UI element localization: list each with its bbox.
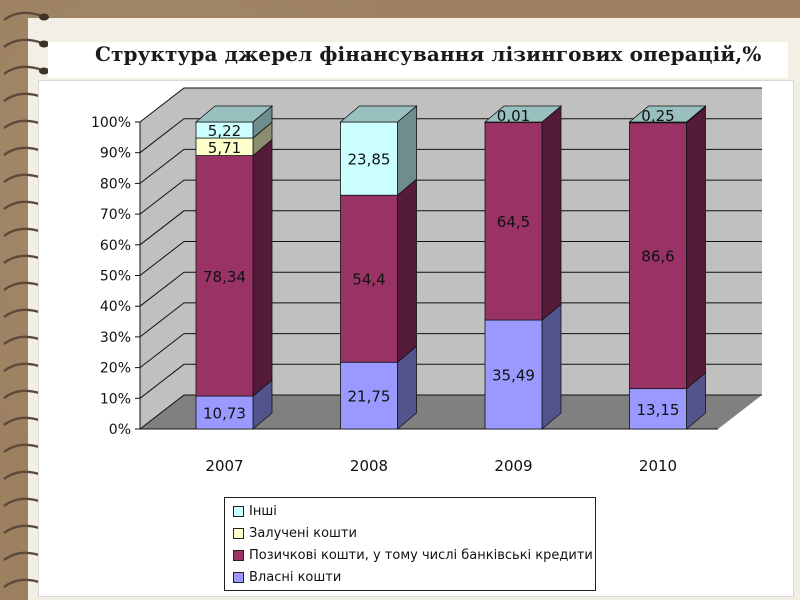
bar-segment [629,122,687,390]
y-tick-label: 80% [100,176,131,192]
y-tick-label: 30% [100,330,131,346]
y-tick-label: 20% [100,361,131,377]
gridline [139,302,762,338]
binding-ring [3,65,43,75]
data-label: 54,4 [352,271,385,289]
slide-title: Структура джерел фінансування лізингових… [95,42,762,66]
bar-side [541,303,562,430]
binding-ring [3,38,43,48]
data-label: 0,01 [497,107,530,125]
legend-item: Інші [233,502,277,520]
gridline [139,394,762,430]
data-label: 5,71 [208,139,241,157]
bar-segment [195,155,254,397]
title-bar [48,42,788,78]
bar-top [339,105,418,123]
y-tick-label: 90% [100,146,131,162]
bar-segment [340,194,398,363]
y-tick-label: 50% [100,269,131,285]
data-label: 23,85 [348,151,391,169]
x-tick-label: 2007 [205,457,243,475]
legend-label: Залучені кошти [249,525,357,541]
legend-item: Залучені кошти [233,524,357,542]
bar-top [628,105,707,123]
gridline [139,118,762,154]
data-label: 35,49 [492,367,535,385]
x-tick-label: 2008 [350,457,388,475]
data-label: 78,34 [203,268,246,286]
legend-swatch [233,505,244,517]
gridline [139,241,762,276]
chart-legend: Інші Залучені кошти Позичкові кошти, у том… [224,497,596,591]
data-label: 13,15 [637,401,680,419]
gridline [139,148,762,184]
gridline [139,179,762,215]
legend-swatch [233,527,244,539]
y-tick-label: 40% [100,299,131,315]
bar-segment [340,121,398,196]
gridline [139,87,762,123]
bar-side [252,138,273,397]
gridline [139,210,762,246]
data-label: 0,25 [641,107,674,125]
binding-hole [39,67,49,75]
data-label: 86,6 [641,248,674,266]
bar-segment [484,319,543,430]
x-tick-label: 2010 [639,457,677,475]
legend-label: Позичкові кошти, у тому числі банківські… [249,547,593,563]
binding-hole [39,40,49,48]
data-label: 5,22 [208,122,241,140]
legend-label: Інші [249,503,277,519]
legend-label: Власні кошти [249,569,342,585]
bar-side [686,105,706,390]
legend-item: Позичкові кошти, у тому числі банківські… [233,546,593,564]
data-label: 64,5 [497,213,530,231]
bar-top [483,105,563,123]
y-tick-label: 70% [100,207,131,223]
binding-hole [39,13,49,21]
x-tick-label: 2009 [494,457,532,475]
gridline [139,363,762,399]
data-label: 10,73 [203,405,246,423]
y-tick-label: 60% [100,238,131,254]
bar-segment [195,395,254,430]
legend-swatch [233,571,244,583]
gridline [139,333,762,368]
bar-side [397,178,417,364]
bar-segment [484,121,543,321]
bar-segment [629,388,687,430]
bar-top [194,105,274,123]
floor [140,395,762,429]
gridline [139,271,762,307]
y-tick-label: 10% [100,391,131,407]
legend-item: Власні кошти [233,568,341,586]
y-tick-label: 0% [109,422,131,438]
legend-swatch [233,549,244,561]
bar-side [541,105,562,321]
binding-ring [3,11,43,21]
data-label: 21,75 [348,388,391,406]
y-tick-label: 100% [91,115,131,131]
